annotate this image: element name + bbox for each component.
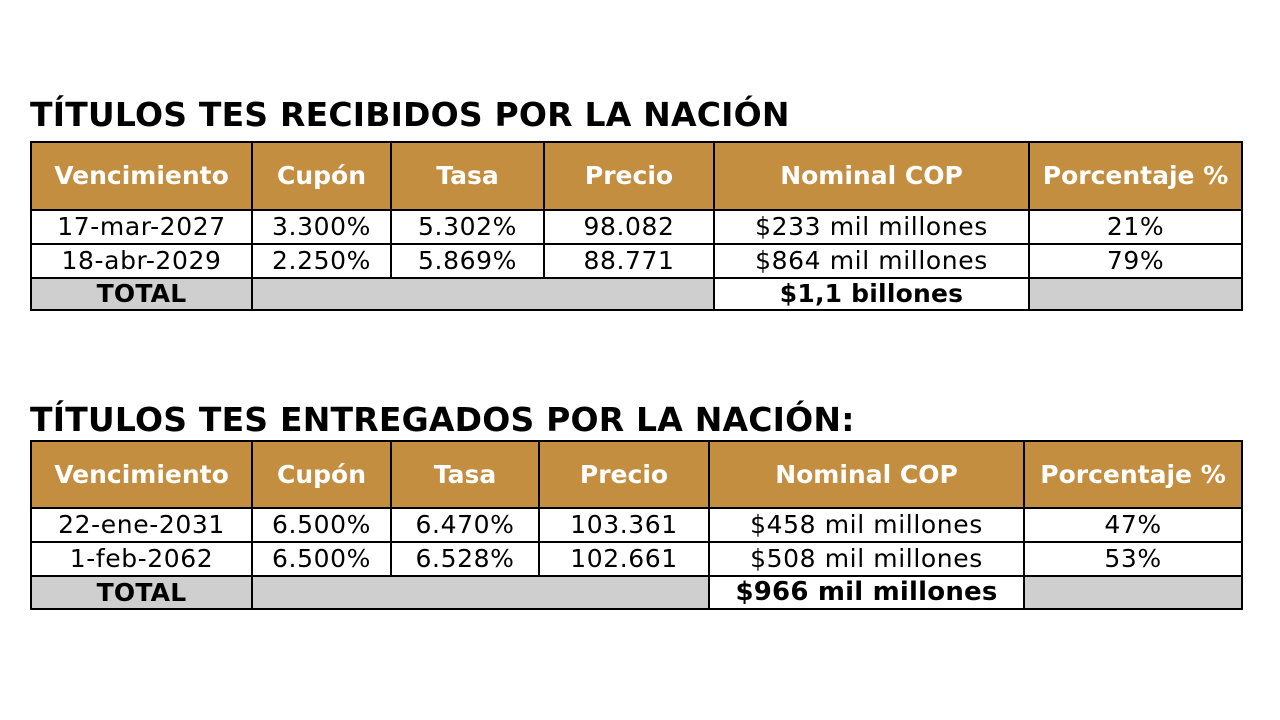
header-tasa: Tasa	[390, 141, 545, 211]
total-label: TOTAL	[30, 277, 253, 311]
table-row: 1-feb-2062 6.500% 6.528% 102.661 $508 mi…	[30, 541, 1243, 577]
delivered-section-title: TÍTULOS TES ENTREGADOS POR LA NACIÓN:	[30, 400, 855, 439]
total-label: TOTAL	[30, 575, 253, 610]
header-porcentaje: Porcentaje %	[1023, 440, 1243, 509]
header-nominal-cop: Nominal COP	[713, 141, 1030, 211]
table-header-row: Vencimiento Cupón Tasa Precio Nominal CO…	[30, 440, 1243, 509]
cell-precio: 102.661	[538, 541, 710, 577]
cell-tasa: 5.869%	[390, 243, 545, 279]
header-nominal-cop: Nominal COP	[708, 440, 1025, 509]
received-section-title: TÍTULOS TES RECIBIDOS POR LA NACIÓN	[30, 95, 790, 134]
header-vencimiento: Vencimiento	[30, 440, 253, 509]
header-precio: Precio	[538, 440, 710, 509]
header-precio: Precio	[543, 141, 715, 211]
cell-porcentaje: 53%	[1023, 541, 1243, 577]
total-value: $966 mil millones	[708, 575, 1025, 610]
cell-tasa: 5.302%	[390, 209, 545, 245]
cell-nominal-cop: $864 mil millones	[713, 243, 1030, 279]
cell-vencimiento: 1-feb-2062	[30, 541, 253, 577]
header-cupon: Cupón	[251, 141, 392, 211]
cell-nominal-cop: $458 mil millones	[708, 507, 1025, 543]
cell-precio: 103.361	[538, 507, 710, 543]
delivered-tes-table: Vencimiento Cupón Tasa Precio Nominal CO…	[30, 440, 1243, 610]
cell-tasa: 6.528%	[390, 541, 540, 577]
cell-porcentaje: 79%	[1028, 243, 1243, 279]
total-value: $1,1 billones	[713, 277, 1030, 311]
received-tes-table: Vencimiento Cupón Tasa Precio Nominal CO…	[30, 141, 1243, 311]
total-row: TOTAL $966 mil millones	[30, 575, 1243, 610]
header-porcentaje: Porcentaje %	[1028, 141, 1243, 211]
total-empty-cell	[1023, 575, 1243, 610]
table-row: 22-ene-2031 6.500% 6.470% 103.361 $458 m…	[30, 507, 1243, 543]
cell-precio: 98.082	[543, 209, 715, 245]
header-vencimiento: Vencimiento	[30, 141, 253, 211]
cell-vencimiento: 17-mar-2027	[30, 209, 253, 245]
cell-nominal-cop: $233 mil millones	[713, 209, 1030, 245]
table-row: 17-mar-2027 3.300% 5.302% 98.082 $233 mi…	[30, 209, 1243, 245]
header-cupon: Cupón	[251, 440, 392, 509]
cell-cupon: 2.250%	[251, 243, 392, 279]
cell-cupon: 6.500%	[251, 541, 392, 577]
cell-porcentaje: 47%	[1023, 507, 1243, 543]
total-empty-cell	[251, 277, 715, 311]
cell-vencimiento: 18-abr-2029	[30, 243, 253, 279]
total-empty-cell	[251, 575, 710, 610]
table-row: 18-abr-2029 2.250% 5.869% 88.771 $864 mi…	[30, 243, 1243, 279]
cell-vencimiento: 22-ene-2031	[30, 507, 253, 543]
cell-cupon: 6.500%	[251, 507, 392, 543]
total-row: TOTAL $1,1 billones	[30, 277, 1243, 311]
cell-precio: 88.771	[543, 243, 715, 279]
header-tasa: Tasa	[390, 440, 540, 509]
cell-tasa: 6.470%	[390, 507, 540, 543]
cell-porcentaje: 21%	[1028, 209, 1243, 245]
table-header-row: Vencimiento Cupón Tasa Precio Nominal CO…	[30, 141, 1243, 211]
cell-nominal-cop: $508 mil millones	[708, 541, 1025, 577]
cell-cupon: 3.300%	[251, 209, 392, 245]
total-empty-cell	[1028, 277, 1243, 311]
